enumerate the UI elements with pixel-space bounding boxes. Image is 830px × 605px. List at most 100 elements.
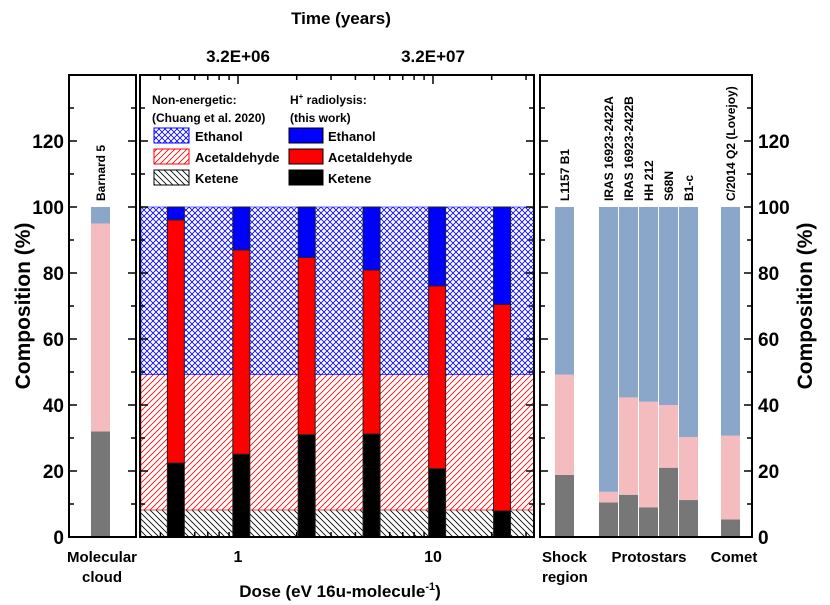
top-axis-title: Time (years)	[291, 9, 391, 28]
x-tick-label: 10	[424, 549, 442, 566]
y-tick-label-right: 80	[758, 264, 779, 285]
group-label-molecular-cloud: Molecular	[67, 549, 137, 566]
obs-bar-acetaldehyde	[619, 397, 638, 495]
source-label: Barnard 5	[94, 145, 108, 201]
background-acetaldehyde	[140, 374, 535, 511]
group-label-shock-2: region	[542, 569, 588, 586]
legend-subtitle: (Chuang et al. 2020)	[152, 111, 265, 125]
legend-label: Ketene	[328, 171, 371, 186]
x-tick-label: 1	[234, 549, 243, 566]
legend-title-rest: radiolysis:	[303, 93, 366, 107]
top-tick-label: 3.2E+07	[401, 47, 465, 66]
y-tick-label-right: 40	[758, 396, 779, 417]
legend-label: Acetaldehyde	[328, 150, 413, 165]
x-axis-label-end: )	[435, 582, 441, 601]
legend-title: Non-energetic:	[152, 93, 237, 107]
legend-swatch-ethanol	[288, 127, 324, 144]
background-ketene	[140, 509, 535, 538]
source-label: S68N	[662, 171, 676, 201]
y-tick-label-right: 20	[758, 462, 779, 483]
legend-label: Ethanol	[195, 129, 243, 144]
radiolysis-bar-0-ketene	[166, 462, 185, 538]
x-axis-label: Dose (eV 16u-molecule-1)	[239, 581, 441, 601]
source-label: IRAS 16923-2422B	[622, 96, 636, 201]
group-label-comet: Comet	[711, 549, 758, 566]
obs-bar-ketene	[619, 494, 638, 537]
y-tick-label-right: 0	[758, 528, 769, 549]
y-tick-label-left: 60	[43, 330, 64, 351]
radiolysis-bar-5-ethanol	[493, 206, 512, 305]
radiolysis-bar-4-ethanol	[428, 206, 447, 287]
group-label-protostars: Protostars	[611, 549, 686, 566]
legend-label: Acetaldehyde	[195, 150, 280, 165]
obs-bar-acetaldehyde	[599, 491, 618, 503]
radiolysis-bar-4-ketene	[428, 468, 447, 538]
obs-bar-ethanol	[659, 207, 678, 405]
obs-bar-ketene	[91, 431, 110, 537]
x-axis-label-main: Dose (eV 16u-molecule	[239, 582, 425, 601]
legend-swatch-ne-ketene	[153, 169, 190, 186]
legend-swatch-ketene	[288, 169, 324, 186]
source-label: B1-c	[682, 175, 696, 201]
y-tick-label-left: 0	[53, 528, 64, 549]
group-label-molecular-cloud-2: cloud	[82, 569, 122, 586]
source-label: HH 212	[642, 160, 656, 201]
source-label: L1157 B1	[558, 149, 572, 201]
y-tick-label-right: 60	[758, 330, 779, 351]
obs-bar-ethanol	[599, 207, 618, 492]
obs-bar-ethanol	[679, 207, 698, 438]
top-tick-label: 3.2E+06	[206, 47, 270, 66]
obs-bar-acetaldehyde	[639, 401, 658, 508]
obs-bar-ketene	[639, 507, 658, 537]
legend-label: Ketene	[195, 171, 238, 186]
y-tick-label-left: 40	[43, 396, 64, 417]
legend-title-h: H	[290, 93, 299, 107]
legend-title-2: H+ radiolysis:	[290, 92, 367, 107]
radiolysis-bar-0-acetaldehyde	[166, 219, 185, 464]
legend-swatch-acetaldehyde	[288, 148, 324, 165]
obs-bar-ethanol	[619, 207, 638, 398]
y-axis-label-right: Composition (%)	[794, 223, 817, 390]
group-label-shock: Shock	[542, 549, 588, 566]
radiolysis-bar-3-acetaldehyde	[362, 269, 381, 435]
radiolysis-bar-2-acetaldehyde	[297, 256, 316, 436]
radiolysis-bar-3-ketene	[362, 433, 381, 538]
obs-bar-acetaldehyde	[91, 223, 110, 432]
obs-bar-ethanol	[721, 207, 740, 436]
y-axis-label-left: Composition (%)	[12, 223, 35, 390]
legend-subtitle-2: (this work)	[290, 111, 351, 125]
obs-bar-ketene	[555, 474, 574, 537]
radiolysis-bar-1-ketene	[232, 453, 251, 538]
obs-bar-ethanol	[639, 207, 658, 402]
source-label: IRAS 16923-2422A	[602, 96, 616, 201]
radiolysis-bar-2-ketene	[297, 434, 316, 538]
legend-label: Ethanol	[328, 129, 376, 144]
obs-bar-ethanol	[555, 207, 574, 375]
background-ethanol	[140, 206, 535, 375]
legend-title-sup: +	[299, 92, 304, 101]
legend-swatch-ne-ethanol	[153, 127, 190, 144]
y-tick-label-right: 120	[758, 132, 790, 153]
y-tick-label-left: 100	[32, 198, 64, 219]
source-label: C/2014 Q2 (Lovejoy)	[724, 86, 738, 201]
y-tick-label-left: 120	[32, 132, 64, 153]
radiolysis-bar-5-acetaldehyde	[493, 303, 512, 512]
radiolysis-bar-0-ethanol	[166, 206, 185, 221]
radiolysis-bar-1-ethanol	[232, 206, 251, 251]
radiolysis-bar-4-acetaldehyde	[428, 285, 447, 470]
radiolysis-bar-5-ketene	[493, 510, 512, 538]
y-tick-label-left: 80	[43, 264, 64, 285]
radiolysis-bar-1-acetaldehyde	[232, 249, 251, 455]
legend: Non-energetic: (Chuang et al. 2020) Etha…	[152, 92, 413, 186]
obs-bar-acetaldehyde	[721, 435, 740, 520]
x-axis-label-sup: -1	[425, 581, 435, 593]
y-tick-label-right: 100	[758, 198, 790, 219]
obs-bar-acetaldehyde	[659, 405, 678, 468]
obs-bar-ketene	[599, 502, 618, 537]
radiolysis-bar-3-ethanol	[362, 206, 381, 271]
obs-bar-ketene	[721, 519, 740, 537]
obs-bar-ketene	[659, 467, 678, 537]
legend-swatch-ne-acetaldehyde	[153, 148, 190, 165]
radiolysis-bar-2-ethanol	[297, 206, 316, 258]
